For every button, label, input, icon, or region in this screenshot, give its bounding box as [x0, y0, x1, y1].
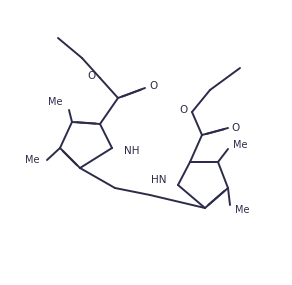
Text: NH: NH [124, 146, 140, 156]
Text: O: O [88, 71, 96, 81]
Text: Me: Me [235, 205, 249, 215]
Text: O: O [232, 123, 240, 133]
Text: Me: Me [25, 155, 39, 165]
Text: Me: Me [233, 140, 247, 150]
Text: O: O [149, 81, 157, 91]
Text: Me: Me [48, 97, 62, 107]
Text: HN: HN [150, 175, 166, 185]
Text: O: O [180, 105, 188, 115]
